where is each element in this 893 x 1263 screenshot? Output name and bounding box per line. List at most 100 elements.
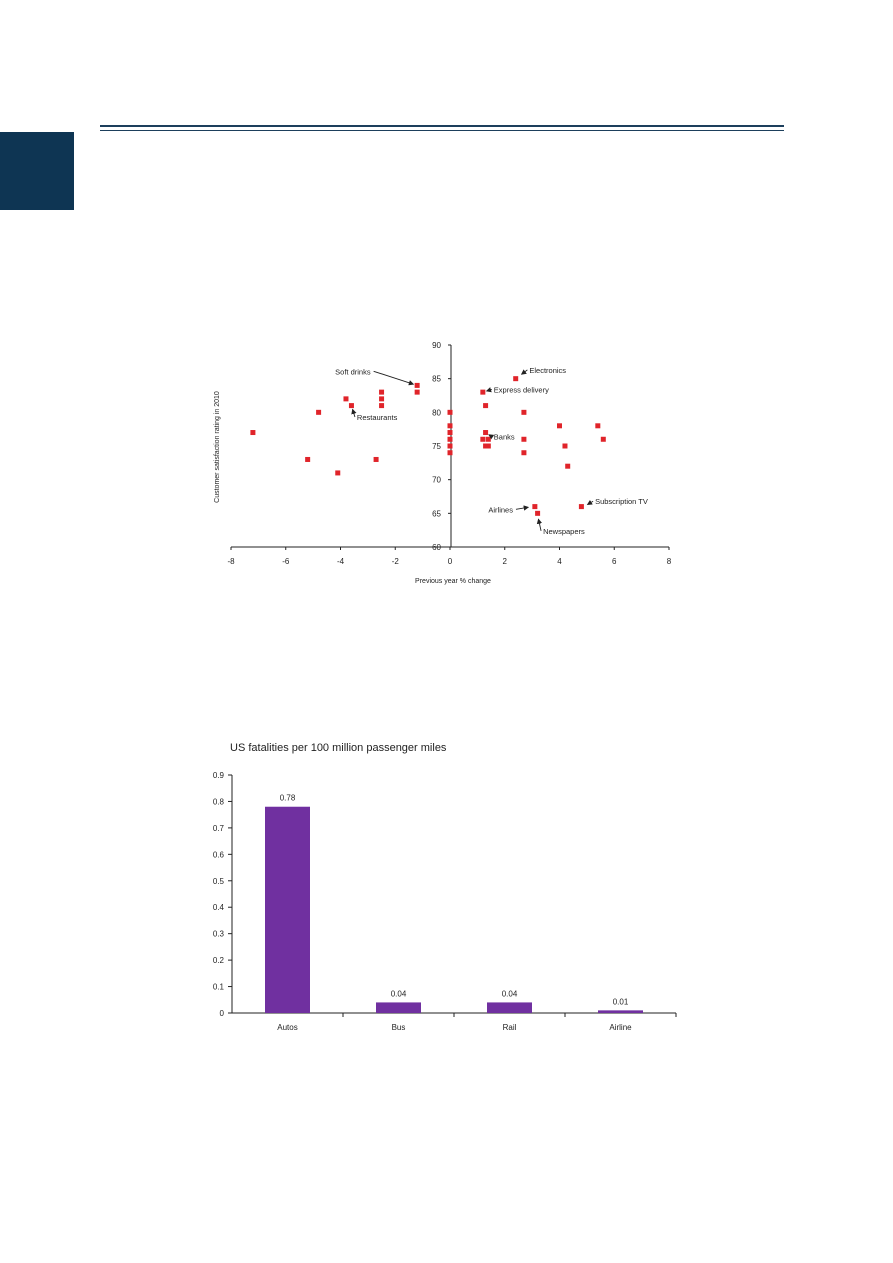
scatter-annotation-label: Airlines — [488, 505, 513, 514]
scatter-point — [348, 403, 354, 409]
bar-value-label: 0.01 — [613, 997, 629, 1006]
bar-y-tick-label: 0 — [220, 1009, 225, 1018]
scatter-annotation-arrow — [351, 408, 357, 418]
scatter-point — [335, 470, 341, 476]
bar-category-label: Autos — [277, 1023, 297, 1032]
scatter-point — [379, 403, 385, 409]
scatter-y-tick-label: 80 — [432, 408, 441, 417]
scatter-point — [600, 436, 606, 442]
scatter-point — [305, 456, 311, 462]
scatter-annotation-label: Electronics — [529, 366, 566, 375]
bar-chart-title: US fatalities per 100 million passenger … — [230, 742, 447, 754]
scatter-x-tick-label: -8 — [227, 557, 235, 566]
bar — [376, 1002, 421, 1013]
scatter-point — [379, 389, 385, 395]
scatter-x-tick-label: 6 — [612, 557, 617, 566]
scatter-point — [483, 403, 489, 409]
scatter-y-tick-label: 85 — [432, 375, 441, 384]
bar-y-tick-label: 0.9 — [213, 771, 225, 780]
scatter-point — [565, 463, 571, 469]
scatter-point — [447, 409, 453, 415]
scatter-annotation-arrow — [488, 434, 495, 440]
bar-value-label: 0.78 — [280, 794, 296, 803]
scatter-point — [483, 430, 489, 436]
scatter-annotation-label: Soft drinks — [335, 367, 371, 376]
bar-y-tick-label: 0.4 — [213, 903, 225, 912]
scatter-x-tick-label: 4 — [557, 557, 562, 566]
scatter-point — [414, 389, 420, 395]
scatter-point — [343, 396, 349, 402]
bar-y-tick-label: 0.1 — [213, 983, 225, 992]
bar — [598, 1010, 643, 1013]
scatter-x-tick-label: 2 — [503, 557, 508, 566]
scatter-point — [480, 389, 486, 395]
scatter-annotation-label: Banks — [494, 433, 515, 442]
scatter-point — [379, 396, 385, 402]
scatter-y-tick-label: 75 — [432, 442, 441, 451]
scatter-point — [447, 423, 453, 429]
scatter-annotation-arrow — [520, 369, 528, 375]
scatter-x-tick-label: -4 — [337, 557, 345, 566]
scatter-point — [557, 423, 562, 429]
scatter-point — [578, 504, 584, 510]
bar-value-label: 0.04 — [502, 989, 518, 998]
scatter-point — [485, 436, 491, 442]
scatter-annotation-label: Subscription TV — [595, 497, 648, 506]
bar — [487, 1002, 532, 1013]
scatter-point — [485, 443, 491, 449]
scatter-x-tick-label: -2 — [392, 557, 400, 566]
scatter-point — [480, 436, 486, 442]
scatter-point — [250, 430, 256, 436]
scatter-y-tick-label: 65 — [432, 509, 441, 518]
section-tab — [0, 132, 74, 210]
scatter-chart: -8 -6 -4 -2 0 2 4 6 8 60 65 70 75 80 85 90 Previous year… — [214, 341, 672, 585]
header-rule — [100, 125, 784, 127]
header-rule-thin — [100, 130, 784, 131]
scatter-annotation-arrow — [485, 387, 492, 393]
scatter-point — [521, 436, 527, 442]
scatter-point — [521, 450, 527, 456]
scatter-x-tick-label: 8 — [667, 557, 672, 566]
scatter-y-axis-label: Customer satisfaction rating in 2010 — [214, 391, 221, 503]
scatter-point — [521, 409, 527, 415]
scatter-point — [595, 423, 601, 429]
scatter-annotation-arrow — [373, 370, 415, 386]
scatter-point — [447, 436, 453, 442]
bar-y-tick-label: 0.6 — [213, 850, 225, 859]
scatter-point — [562, 443, 568, 449]
scatter-x-tick-label: 0 — [448, 557, 453, 566]
scatter-point — [532, 504, 538, 510]
bar-category-label: Bus — [392, 1023, 406, 1032]
scatter-point — [513, 376, 519, 382]
bar-y-tick-label: 0.3 — [213, 930, 225, 939]
scatter-point — [483, 443, 489, 449]
scatter-y-tick-label: 70 — [432, 476, 441, 485]
scatter-annotation-label: Express delivery — [494, 385, 549, 394]
scatter-x-tick-label: -6 — [282, 557, 290, 566]
scatter-y-tick-label: 90 — [432, 341, 441, 350]
bar-category-label: Rail — [503, 1023, 517, 1032]
bar-y-tick-label: 0.5 — [213, 877, 225, 886]
bar-y-tick-label: 0.7 — [213, 824, 225, 833]
bar — [265, 806, 310, 1013]
scatter-point — [447, 443, 453, 449]
scatter-y-tick-label: 60 — [432, 543, 441, 552]
scatter-point — [414, 382, 420, 388]
bar-y-tick-label: 0.2 — [213, 956, 225, 965]
bar-value-label: 0.04 — [391, 989, 407, 998]
scatter-annotation-label: Restaurants — [357, 413, 398, 422]
scatter-point — [535, 510, 541, 516]
scatter-point — [316, 409, 322, 415]
bar-chart: 0 0.1 0.2 0.3 0.4 0.5 0.6 0.7 0.8 0.9 0.78 Autos 0.0… — [213, 771, 677, 1032]
bar-category-label: Airline — [609, 1023, 632, 1032]
scatter-point — [447, 430, 453, 436]
bar-y-tick-label: 0.8 — [213, 797, 225, 806]
scatter-point — [373, 456, 379, 462]
scatter-x-axis-label: Previous year % change — [415, 578, 491, 585]
scatter-annotation-arrow — [536, 518, 543, 531]
scatter-annotation-arrow — [515, 505, 530, 511]
scatter-annotation-label: Newspapers — [543, 527, 585, 536]
scatter-annotation-arrow — [586, 499, 594, 506]
scatter-point — [447, 450, 453, 456]
